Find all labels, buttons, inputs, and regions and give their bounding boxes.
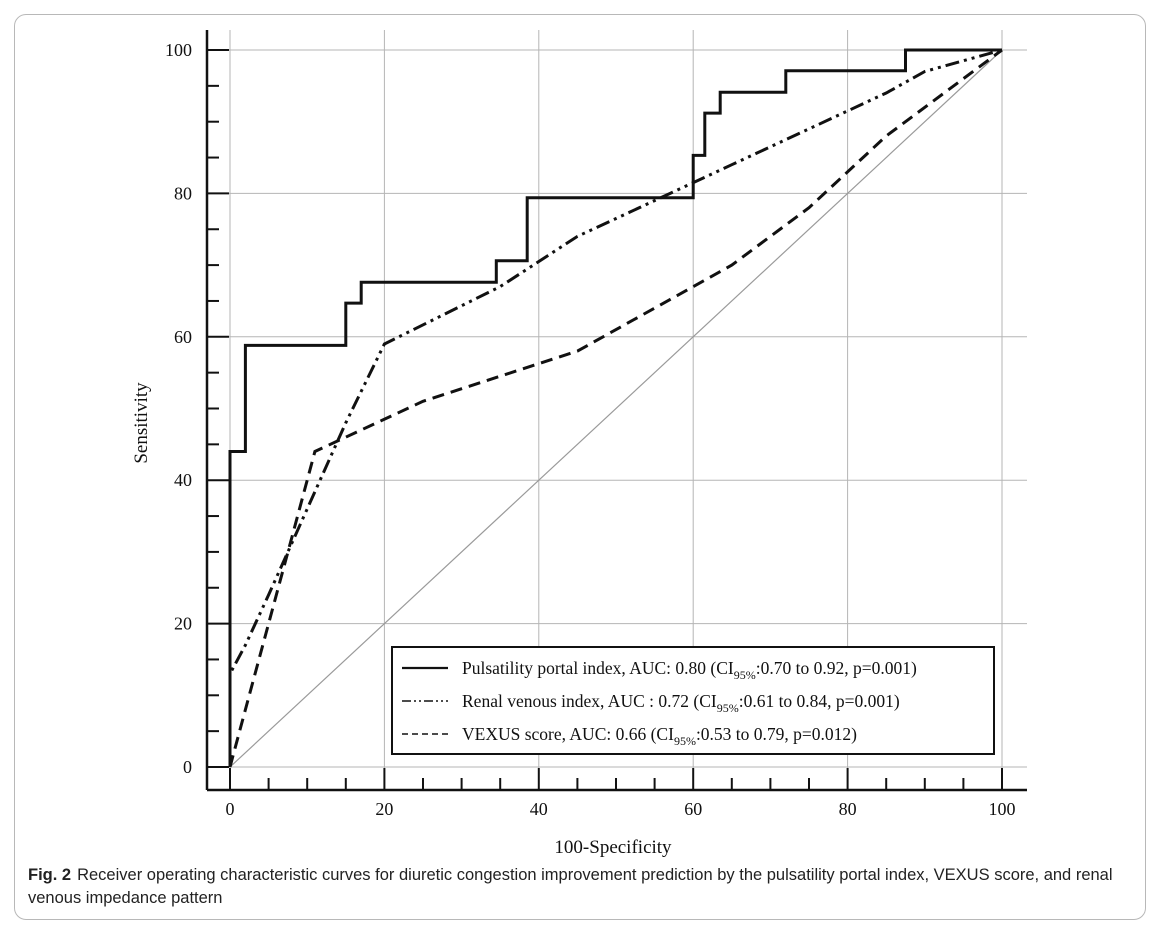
tick-labels: 0 20 40 60 80 100 0 20 40 60 80 100 [165, 40, 1016, 819]
y-tick-label: 20 [174, 614, 192, 634]
y-tick-label: 60 [174, 327, 192, 347]
y-tick-label: 0 [183, 757, 192, 777]
y-tick-label: 100 [165, 40, 192, 60]
x-tick-label: 100 [989, 799, 1016, 819]
series-line-3 [228, 48, 1003, 768]
roc-chart: 0 20 40 60 80 100 0 20 40 60 80 100 100-Specificity… [131, 30, 1027, 858]
x-axis-title: 100-Specificity [554, 837, 672, 858]
figure-caption: Fig. 2 Receiver operating characteristic … [28, 864, 1128, 910]
x-tick-label: 40 [530, 799, 548, 819]
caption-label: Fig. 2 [28, 866, 72, 884]
legend-box [391, 646, 995, 755]
series-line-2 [228, 48, 1003, 767]
legend-label-1: Pulsatility portal index, AUC: 0.80 (CI9… [462, 658, 917, 682]
legend-label-2: Renal venous index, AUC : 0.72 (CI95%:0.… [462, 691, 900, 715]
y-axis-title: Sensitivity [131, 382, 152, 464]
legend: Pulsatility portal index, AUC: 0.80 (CI9… [391, 646, 995, 755]
legend-label-3: VEXUS score, AUC: 0.66 (CI95%:0.53 to 0.… [462, 724, 857, 748]
x-tick-label: 60 [684, 799, 702, 819]
y-tick-label: 40 [174, 470, 192, 490]
series-line-1 [228, 48, 1002, 767]
y-tick-label: 80 [174, 183, 192, 203]
axes [205, 30, 1027, 792]
figure-frame [14, 14, 1146, 920]
reference-diagonal-line [229, 49, 1003, 768]
caption-text: Receiver operating characteristic curves… [28, 866, 1113, 907]
x-tick-label: 20 [375, 799, 393, 819]
series [228, 48, 1003, 768]
x-tick-label: 80 [839, 799, 857, 819]
x-tick-label: 0 [226, 799, 235, 819]
